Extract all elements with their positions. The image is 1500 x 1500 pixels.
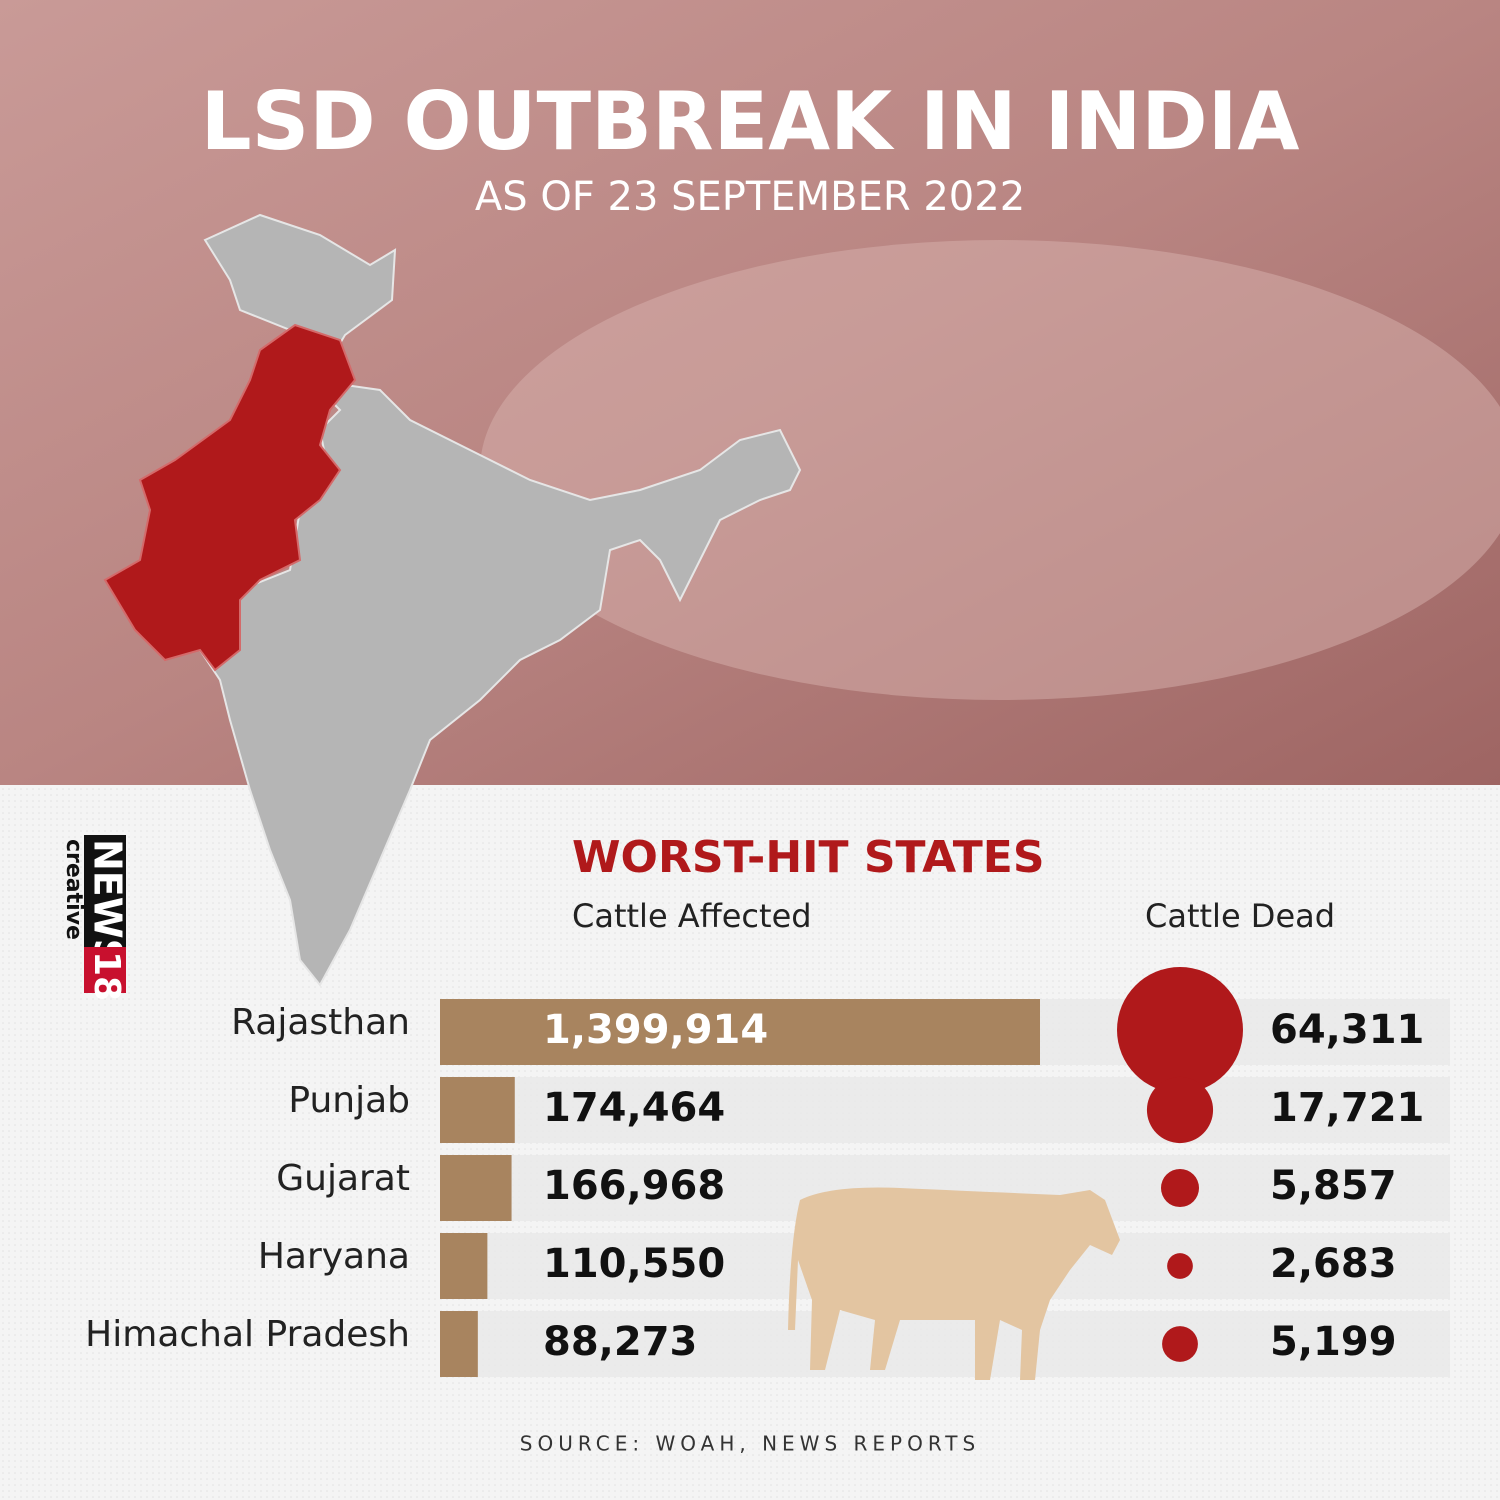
row-band bbox=[440, 1077, 1450, 1143]
logo-tagline: creative bbox=[61, 839, 86, 940]
category-label: Himachal Pradesh bbox=[85, 1314, 410, 1355]
logo-number-box bbox=[84, 947, 126, 993]
bar bbox=[440, 999, 1040, 1065]
logo-brand: NEWS bbox=[86, 839, 130, 966]
bar bbox=[440, 1233, 488, 1299]
category-label: Haryana bbox=[258, 1236, 410, 1277]
legend-label: Cattle Affected bbox=[572, 897, 812, 935]
category-label: Punjab bbox=[288, 1080, 410, 1121]
value-label: 174,464 bbox=[543, 1085, 725, 1131]
value-label: 2,683 bbox=[1270, 1241, 1397, 1287]
bubble bbox=[1117, 967, 1243, 1093]
value-label: 5,199 bbox=[1270, 1319, 1397, 1365]
value-label: 17,721 bbox=[1270, 1085, 1424, 1131]
row-band bbox=[440, 1311, 1450, 1377]
logo: NEWS 18 creative bbox=[61, 835, 130, 1001]
legend-label: Cattle Dead bbox=[1145, 897, 1335, 935]
logo-number: 18 bbox=[86, 951, 127, 1001]
title: LSD OUTBREAK IN INDIA bbox=[201, 75, 1300, 168]
india-map bbox=[103, 213, 802, 987]
cow-photo bbox=[480, 240, 1500, 700]
value-label: 64,311 bbox=[1270, 1007, 1424, 1053]
bar bbox=[440, 1155, 512, 1221]
value-label: 166,968 bbox=[543, 1163, 725, 1209]
bubble bbox=[1162, 1326, 1198, 1362]
source: SOURCE: WOAH, NEWS REPORTS bbox=[520, 1432, 980, 1456]
bar bbox=[440, 1311, 478, 1377]
subtitle: AS OF 23 SEPTEMBER 2022 bbox=[475, 174, 1025, 220]
bubble bbox=[1146, 1076, 1214, 1144]
section-title: WORST-HIT STATES bbox=[572, 832, 1045, 883]
bubble bbox=[1167, 1253, 1193, 1279]
bar bbox=[440, 1077, 515, 1143]
cow-icon bbox=[788, 1187, 1120, 1380]
value-label: 88,273 bbox=[543, 1319, 697, 1365]
bubble bbox=[1160, 1168, 1200, 1208]
category-label: Gujarat bbox=[276, 1158, 410, 1199]
value-label: 5,857 bbox=[1270, 1163, 1397, 1209]
logo-box bbox=[84, 835, 126, 947]
value-label: 110,550 bbox=[543, 1241, 725, 1287]
value-label: 1,399,914 bbox=[543, 1007, 768, 1053]
category-label: Rajasthan bbox=[231, 1002, 410, 1043]
